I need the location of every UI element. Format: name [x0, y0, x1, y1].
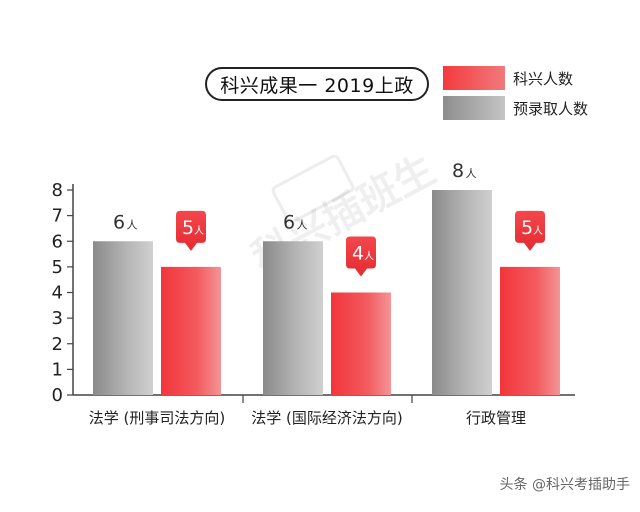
legend-swatch-kexing: [443, 66, 505, 90]
bar-value-unit: 人: [533, 225, 543, 237]
y-tick-label: 6: [52, 231, 63, 252]
bar-value-label: 6: [113, 211, 125, 233]
bar-value-unit: 人: [364, 251, 374, 263]
bar-value-label: 6: [283, 211, 295, 233]
value-callout-bubble: [346, 236, 376, 277]
bar-kexing: [331, 292, 391, 395]
bar-value-unit: 人: [466, 167, 477, 180]
bar-value-label: 4: [352, 243, 364, 265]
legend-label-admitted: 预录取人数: [513, 99, 589, 118]
y-tick-label: 1: [52, 359, 63, 380]
y-tick-label: 0: [52, 385, 63, 406]
bar-kexing: [161, 266, 221, 395]
bar-kexing: [500, 266, 560, 395]
y-tick-label: 5: [52, 257, 63, 278]
y-tick-label: 7: [52, 206, 63, 227]
bar-value-unit: 人: [297, 218, 308, 231]
bar-value-label: 5: [182, 217, 194, 239]
legend-item-admitted: 预录取人数: [443, 96, 588, 120]
chart-title-pill: 科兴成果一 2019上政: [205, 67, 429, 101]
bar-value-unit: 人: [127, 218, 138, 231]
footer-credit: 头条 @科兴考插助手: [499, 477, 630, 493]
y-tick-label: 3: [52, 308, 63, 329]
legend-label-kexing: 科兴人数: [513, 69, 574, 88]
value-callout-bubble: [515, 210, 545, 251]
bar-admitted: [432, 190, 492, 395]
value-callout-bubble: [176, 210, 206, 251]
bar-admitted: [93, 241, 153, 395]
y-tick-label: 2: [52, 334, 63, 355]
bar-value-label: 8: [452, 160, 464, 182]
bar-value-unit: 人: [194, 225, 204, 237]
legend-swatch-admitted: [443, 96, 505, 120]
y-tick-label: 8: [52, 180, 63, 201]
legend-item-kexing: 科兴人数: [443, 66, 573, 90]
x-category-label: 行政管理: [466, 409, 526, 427]
bar-admitted: [263, 241, 323, 395]
y-tick-label: 4: [52, 283, 63, 304]
x-category-label: 法学 (国际经济法方向): [251, 409, 402, 427]
x-category-label: 法学 (刑事司法方向): [89, 409, 225, 427]
bar-value-label: 5: [521, 217, 533, 239]
